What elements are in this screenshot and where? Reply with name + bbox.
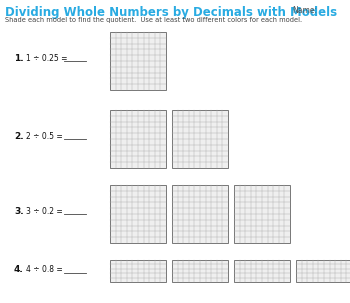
Text: 1 ÷ 0.25 =: 1 ÷ 0.25 =	[26, 54, 70, 63]
Text: 4 ÷ 0.8 =: 4 ÷ 0.8 =	[26, 265, 65, 275]
Bar	[110, 110, 166, 168]
Bar	[110, 260, 166, 282]
Text: Dividing Whole Numbers by Decimals with Models: Dividing Whole Numbers by Decimals with …	[5, 6, 337, 19]
Text: Shade each model to find the quotient.  Use at least two different colors for ea: Shade each model to find the quotient. U…	[5, 17, 302, 23]
Text: 4.: 4.	[14, 265, 24, 275]
Bar	[234, 185, 290, 243]
Bar	[296, 260, 350, 282]
Bar	[172, 185, 228, 243]
Text: 3.: 3.	[14, 207, 24, 216]
Bar	[172, 260, 228, 282]
Text: 3 ÷ 0.2 =: 3 ÷ 0.2 =	[26, 207, 65, 216]
Text: 2.: 2.	[14, 132, 24, 141]
Text: 2 ÷ 0.5 =: 2 ÷ 0.5 =	[26, 132, 65, 141]
Bar	[110, 185, 166, 243]
Text: Name:: Name:	[292, 6, 317, 15]
Bar	[234, 260, 290, 282]
Bar	[110, 32, 166, 90]
Bar	[172, 110, 228, 168]
Text: 1.: 1.	[14, 54, 24, 63]
